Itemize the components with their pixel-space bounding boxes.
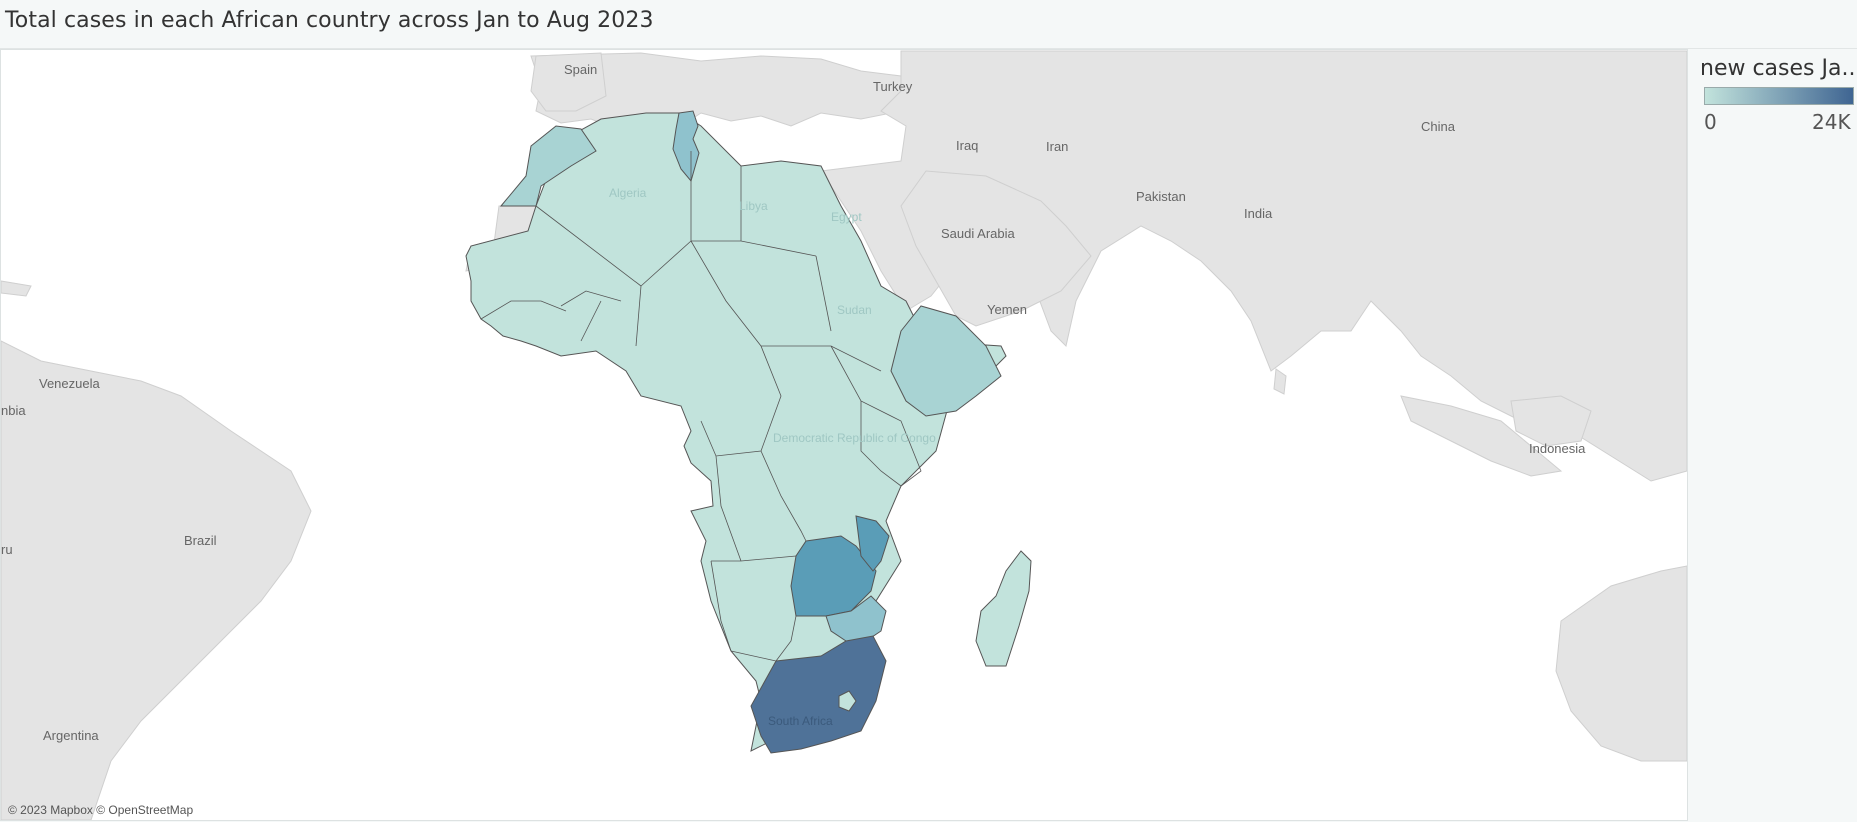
- country-south-africa[interactable]: [750, 635, 887, 754]
- label-brazil: Brazil: [184, 533, 217, 548]
- border-lines: [480, 151, 922, 662]
- label-turkey: Turkey: [873, 79, 913, 94]
- label-indonesia: Indonesia: [1529, 441, 1586, 456]
- legend-title[interactable]: new cases Ja..: [1700, 56, 1856, 81]
- label-pakistan: Pakistan: [1136, 189, 1186, 204]
- label-libya: Libya: [739, 199, 768, 213]
- borneo-land: [1510, 395, 1592, 447]
- label-india: India: [1244, 206, 1273, 221]
- indonesia-land: [1400, 395, 1563, 477]
- label-egypt: Egypt: [831, 210, 862, 224]
- legend-max-label: 24K: [1812, 110, 1851, 134]
- country-tunisia[interactable]: [672, 110, 700, 183]
- label-algeria: Algeria: [609, 186, 647, 200]
- legend-color-ramp: [1704, 87, 1854, 105]
- arabia-land: [900, 170, 1092, 327]
- map-attribution[interactable]: © 2023 Mapbox © OpenStreetMap: [8, 803, 194, 817]
- page-title: Total cases in each African country acro…: [5, 8, 654, 33]
- asia-land: [820, 50, 1687, 482]
- country-zimbabwe[interactable]: [825, 595, 887, 642]
- country-malawi[interactable]: [855, 515, 890, 572]
- basemap: [1, 50, 1687, 820]
- europe-land: [530, 52, 902, 132]
- country-morocco[interactable]: [499, 125, 597, 207]
- sri-lanka: [1273, 368, 1287, 395]
- map-view[interactable]: Spain Turkey Iraq Iran Pakistan Saudi Ar…: [0, 49, 1688, 821]
- label-iran: Iran: [1046, 139, 1068, 154]
- label-colombia: nbia: [1, 403, 26, 418]
- label-saudi-arabia: Saudi Arabia: [941, 226, 1015, 241]
- iberia-land: [530, 52, 607, 112]
- legend-min-label: 0: [1704, 110, 1717, 134]
- label-china: China: [1421, 119, 1456, 134]
- label-yemen: Yemen: [987, 302, 1027, 317]
- map-svg[interactable]: Spain Turkey Iraq Iran Pakistan Saudi Ar…: [1, 50, 1687, 820]
- country-lesotho[interactable]: [838, 690, 857, 712]
- south-america-land: [1, 340, 312, 820]
- label-south-africa: South Africa: [768, 714, 833, 728]
- title-bar: [0, 0, 1857, 49]
- label-venezuela: Venezuela: [39, 376, 100, 391]
- country-madagascar[interactable]: [975, 550, 1032, 667]
- label-spain: Spain: [564, 62, 597, 77]
- africa-choropleth[interactable]: [465, 110, 1032, 754]
- label-peru: ru: [1, 542, 13, 557]
- australia-land: [1555, 565, 1687, 762]
- legend-panel: [1688, 49, 1857, 822]
- label-argentina: Argentina: [43, 728, 99, 743]
- place-labels: Spain Turkey Iraq Iran Pakistan Saudi Ar…: [1, 62, 1586, 743]
- country-ethiopia[interactable]: [890, 305, 1002, 417]
- label-sudan: Sudan: [837, 303, 872, 317]
- label-iraq: Iraq: [956, 138, 978, 153]
- caribbean-land: [1, 280, 32, 297]
- label-drc: Democratic Republic of Congo: [773, 431, 936, 445]
